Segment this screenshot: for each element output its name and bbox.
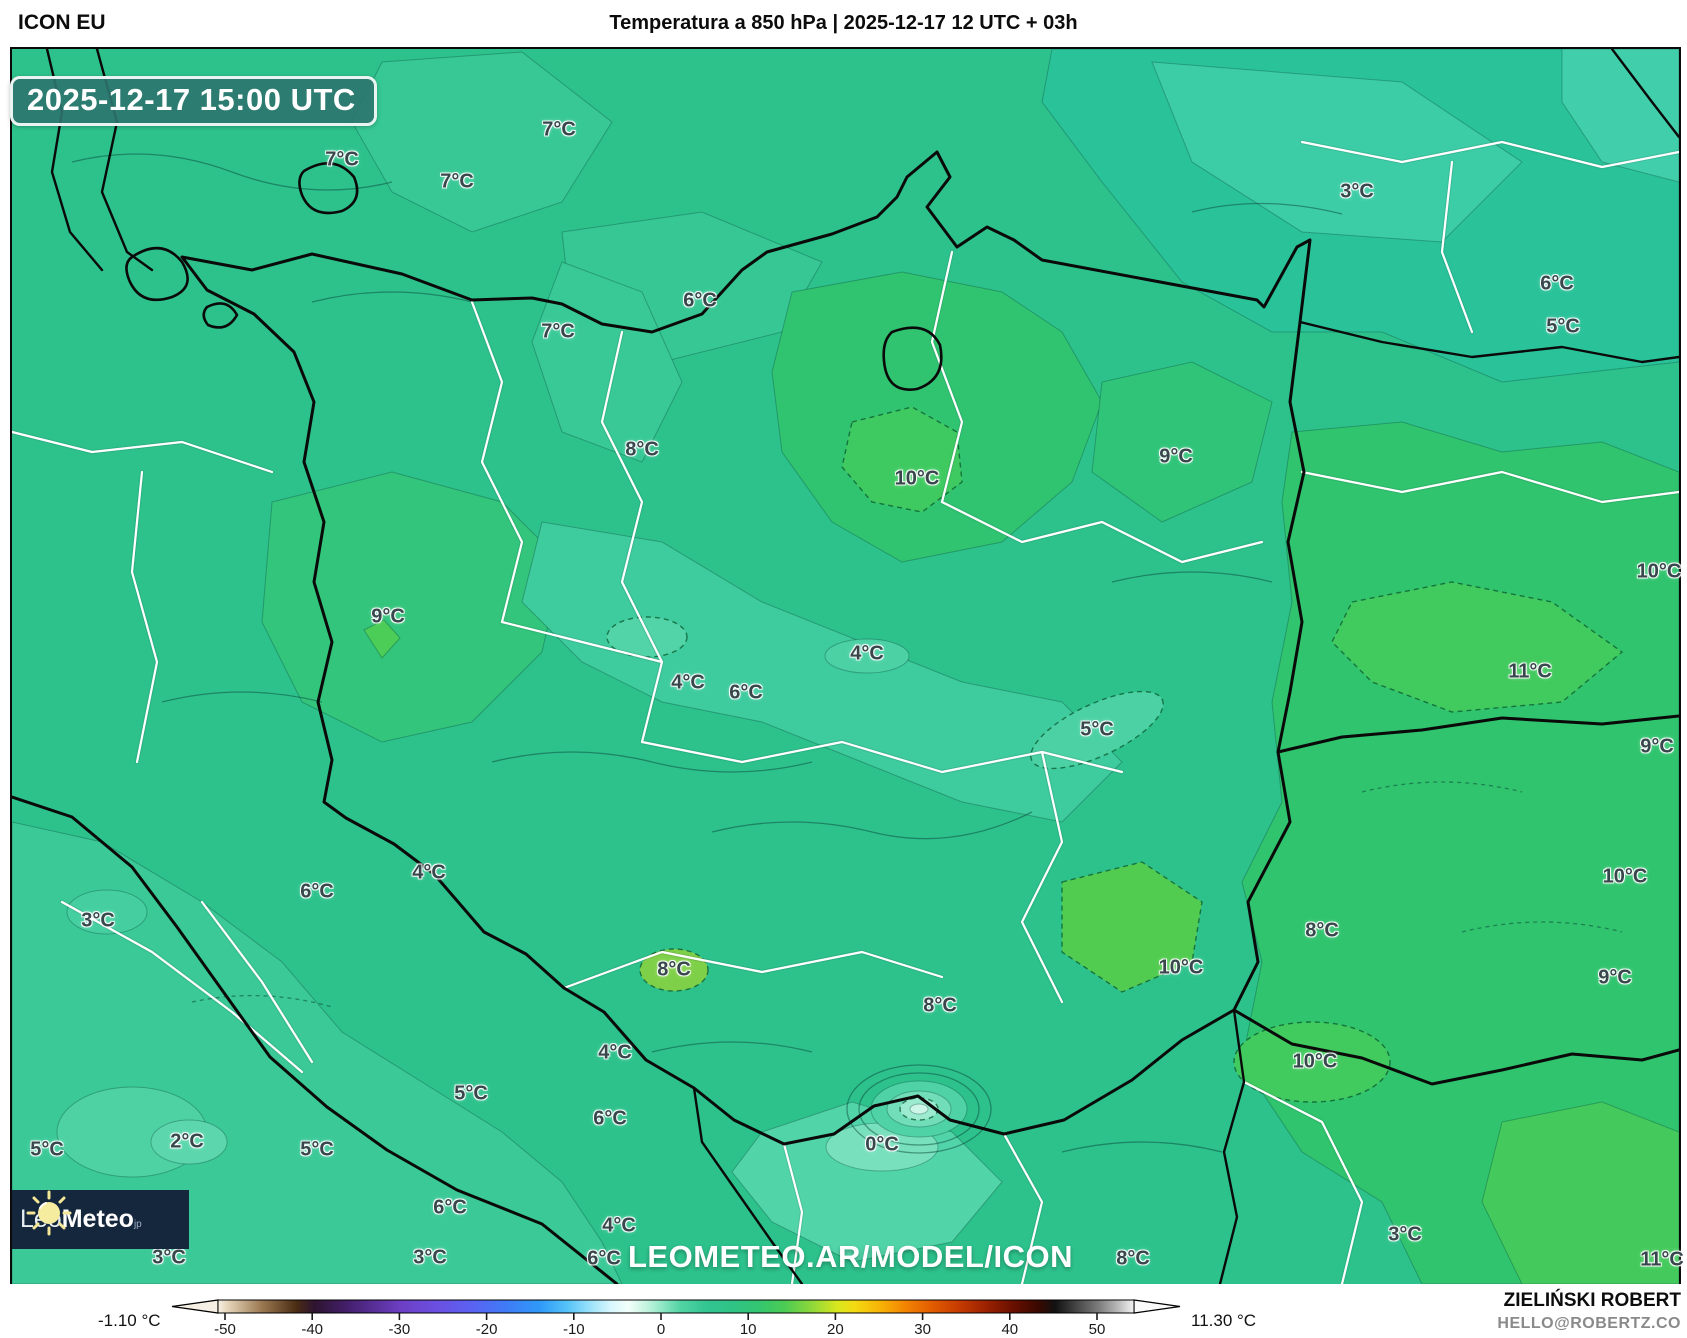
credit-author: ZIELIŃSKI ROBERT xyxy=(1503,1290,1681,1311)
temp-label: 5°C xyxy=(30,1138,64,1161)
temp-label: 3°C xyxy=(413,1246,447,1269)
temp-label: 3°C xyxy=(81,909,115,932)
scale-max-value: 11.30 °C xyxy=(1191,1311,1257,1330)
temp-label: 11°C xyxy=(1508,660,1552,683)
svg-text:40: 40 xyxy=(1001,1321,1018,1338)
temp-label: 7°C xyxy=(325,148,359,171)
color-scale-bar: -50 -40 -30 -20 -10 0 10 20 30 40 50 xyxy=(171,1299,1181,1338)
temp-label: 9°C xyxy=(1159,445,1193,468)
scale-min-value: -1.10 °C xyxy=(98,1311,161,1330)
temp-label: 4°C xyxy=(602,1214,636,1237)
country-borders xyxy=(12,49,1679,1284)
temp-label: 6°C xyxy=(593,1107,627,1130)
temp-label: 6°C xyxy=(729,681,763,704)
regional-borders xyxy=(12,140,1679,1284)
svg-text:10: 10 xyxy=(740,1321,757,1338)
temp-label: 8°C xyxy=(923,994,957,1017)
chart-title: Temperatura a 850 hPa | 2025-12-17 12 UT… xyxy=(609,12,1078,34)
temp-label: 9°C xyxy=(371,605,405,628)
svg-text:-40: -40 xyxy=(301,1321,323,1338)
header-bar: ICON EU Temperatura a 850 hPa | 2025-12-… xyxy=(0,0,1687,47)
temp-label: 8°C xyxy=(1116,1247,1150,1270)
svg-text:50: 50 xyxy=(1089,1321,1106,1338)
temp-label: 5°C xyxy=(1080,718,1114,741)
temp-label: 4°C xyxy=(671,671,705,694)
scale-right-arrow xyxy=(1133,1299,1181,1314)
temp-label: 4°C xyxy=(850,642,884,665)
temp-label: 4°C xyxy=(412,861,446,884)
temp-label: 8°C xyxy=(657,958,691,981)
temp-label: 6°C xyxy=(683,289,717,312)
contour-lines xyxy=(71,153,1623,1153)
model-name: ICON EU xyxy=(18,11,106,34)
temp-label: 10°C xyxy=(1292,1050,1338,1073)
temp-label: 3°C xyxy=(152,1246,186,1269)
temp-label: 6°C xyxy=(300,880,334,903)
svg-text:-50: -50 xyxy=(214,1321,236,1338)
temp-label: 11°C xyxy=(1640,1248,1684,1271)
svg-text:-20: -20 xyxy=(476,1321,498,1338)
temp-label: 8°C xyxy=(1305,919,1339,942)
credit-email: HELLO@ROBERTZ.CO xyxy=(1497,1315,1681,1332)
temp-label: 8°C xyxy=(625,438,659,461)
temp-label: 10°C xyxy=(1602,865,1648,888)
temp-label: 10°C xyxy=(1636,560,1682,583)
scale-ticks: -50 -40 -30 -20 -10 0 10 20 30 40 50 xyxy=(214,1313,1105,1338)
temp-label: 10°C xyxy=(894,467,940,490)
temp-label: 3°C xyxy=(1388,1223,1422,1246)
svg-text:-10: -10 xyxy=(563,1321,585,1338)
valid-time-badge: 2025-12-17 15:00 UTC xyxy=(10,76,377,126)
temp-label: 3°C xyxy=(1340,180,1374,203)
temp-label: 9°C xyxy=(1640,735,1674,758)
scale-left-arrow xyxy=(171,1299,219,1314)
temp-label: 6°C xyxy=(433,1196,467,1219)
poland-border xyxy=(180,150,1312,1146)
svg-text:30: 30 xyxy=(914,1321,931,1338)
weather-map-canvas: 2025-12-17 15:00 UTC 7°C 7°C 7°C 3°C 6°C 6°C 5… xyxy=(10,47,1684,1286)
temperature-patches xyxy=(12,49,1679,1284)
temp-label: 5°C xyxy=(300,1138,334,1161)
sun-icon xyxy=(26,1190,72,1236)
temp-label: 9°C xyxy=(1598,966,1632,989)
temp-label: 6°C xyxy=(1540,272,1574,295)
temp-label: 10°C xyxy=(1158,956,1204,979)
leometeo-logo: LeoMeteojp xyxy=(12,1190,189,1249)
svg-text:20: 20 xyxy=(827,1321,844,1338)
temp-label: 5°C xyxy=(1546,315,1580,338)
temp-label: 5°C xyxy=(454,1082,488,1105)
temp-label: 4°C xyxy=(598,1041,632,1064)
watermark-text: LEOMETEO.AR/MODEL/ICON xyxy=(628,1239,1073,1274)
svg-text:-30: -30 xyxy=(389,1321,411,1338)
temp-label: 2°C xyxy=(170,1130,204,1153)
temp-label: 7°C xyxy=(541,320,575,343)
temp-label: 7°C xyxy=(440,170,474,193)
temp-label: 7°C xyxy=(542,118,576,141)
svg-text:0: 0 xyxy=(657,1321,665,1338)
temp-label: 0°C xyxy=(865,1133,899,1156)
map-graphics xyxy=(12,49,1679,1284)
scale-gradient xyxy=(217,1299,1135,1314)
temp-label: 6°C xyxy=(587,1247,621,1270)
